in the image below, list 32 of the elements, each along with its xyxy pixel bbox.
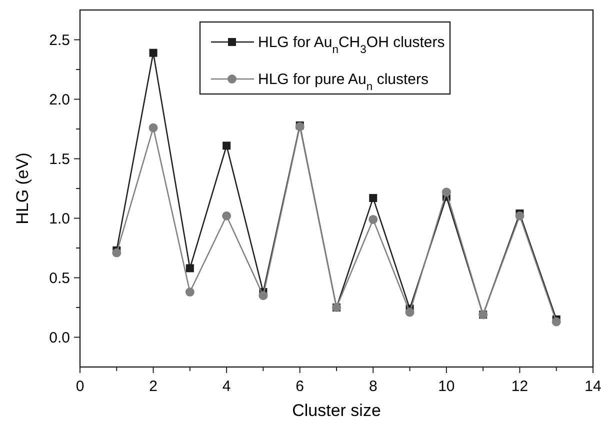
point — [148, 123, 158, 132]
point — [442, 188, 451, 197]
point — [112, 248, 122, 258]
y-tick-label: 0.5 — [49, 270, 70, 287]
point — [368, 214, 378, 224]
y-tick-label: 1.0 — [49, 210, 70, 228]
point — [222, 211, 232, 220]
x-tick-label: 12 — [511, 378, 528, 395]
y-tick-label: 0.0 — [49, 329, 70, 346]
y-tick-label: 2.0 — [49, 91, 70, 108]
point — [515, 211, 524, 220]
point — [405, 308, 414, 317]
legend-label: HLG for Au$_{n}$CH$_{3}$OH clusters — [258, 34, 445, 56]
x-tick-label: 0 — [76, 378, 84, 395]
point — [149, 48, 158, 57]
point — [186, 264, 194, 272]
point — [258, 291, 268, 300]
y-axis-title: HLG (eV) — [13, 152, 32, 224]
x-tick-label: 14 — [584, 378, 601, 395]
x-tick-label: 6 — [296, 378, 304, 395]
x-tick-label: 2 — [149, 378, 158, 395]
x-axis-title: Cluster size — [292, 401, 381, 420]
x-tick-label: 8 — [368, 378, 378, 395]
x-tick-label: 4 — [222, 378, 231, 395]
point — [222, 142, 231, 150]
point — [369, 194, 378, 202]
y-tick-label: 2.5 — [49, 32, 70, 49]
y-tick-label: 1.5 — [49, 150, 70, 168]
legend-label: HLG for pure Au$_{n}$ clusters — [258, 71, 429, 93]
x-tick-label: 10 — [438, 378, 455, 395]
point — [185, 288, 194, 297]
point — [552, 317, 561, 326]
